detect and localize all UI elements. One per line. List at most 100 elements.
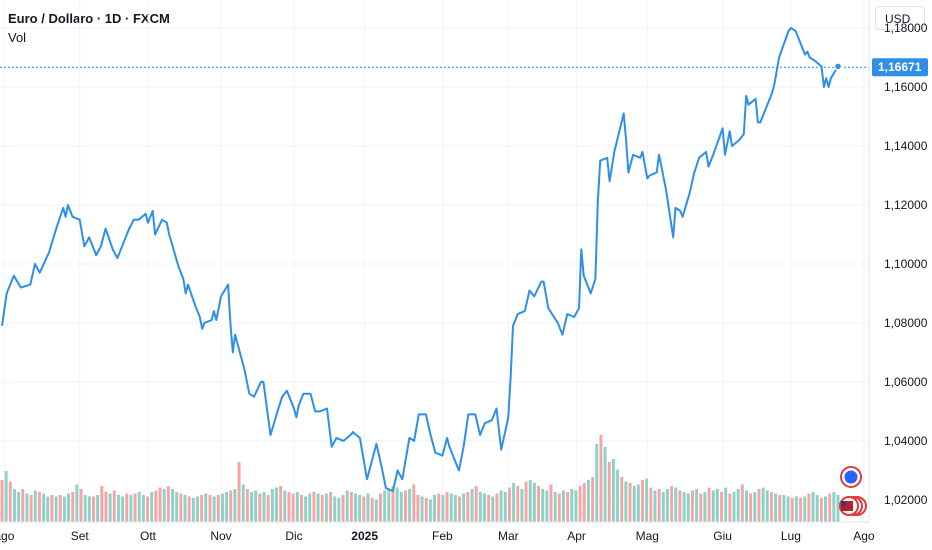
- volume-bar: [125, 493, 129, 522]
- volume-bar: [83, 495, 87, 522]
- volume-bar: [374, 499, 378, 522]
- volume-bar: [403, 490, 407, 522]
- volume-bar: [624, 481, 628, 522]
- volume-bar: [574, 490, 578, 522]
- volume-bar: [266, 495, 270, 522]
- price-axis[interactable]: 1,18000 1,16000 1,14000 1,12000 1,10000 1,080…: [884, 21, 928, 507]
- volume-bar: [212, 496, 216, 522]
- volume-bar: [832, 492, 836, 522]
- volume-bar: [150, 492, 154, 522]
- volume-bar: [453, 495, 457, 522]
- volume-bar: [470, 489, 474, 522]
- volume-bar: [75, 484, 79, 522]
- price-tick-label: 1,02000: [884, 493, 928, 507]
- volume-bar: [670, 486, 674, 522]
- volume-bar: [649, 487, 653, 522]
- price-tick-label: 1,14000: [884, 139, 928, 153]
- volume-bar: [541, 489, 545, 522]
- time-tick-label: Giu: [713, 529, 732, 543]
- volume-bar: [699, 493, 703, 522]
- volume-bar: [803, 496, 807, 522]
- volume-bar: [46, 496, 50, 522]
- volume-bar: [474, 486, 478, 522]
- volume-bar: [482, 493, 486, 522]
- volume-bar: [458, 496, 461, 522]
- time-tick-label: Mag: [636, 529, 659, 543]
- volume-bar: [324, 493, 328, 522]
- volume-bar: [166, 486, 170, 522]
- volume-bar: [478, 492, 482, 522]
- volume-bar: [137, 492, 141, 522]
- volume-bar: [50, 495, 54, 522]
- volume-indicator-label[interactable]: Vol: [8, 30, 27, 45]
- volume-bar: [308, 493, 312, 522]
- volume-bar: [420, 496, 424, 522]
- volume-bar: [641, 480, 644, 522]
- volume-bar: [154, 490, 158, 522]
- time-tick-label: Ago: [853, 529, 875, 543]
- volume-bar: [287, 492, 291, 522]
- volume-bar: [586, 480, 590, 522]
- symbol-title[interactable]: Euro / Dollaro · 1D · FXCM: [8, 11, 170, 26]
- volume-bar: [183, 495, 187, 522]
- time-axis[interactable]: ago Set Ott Nov Dic 2025 Feb Mar Apr Mag Giu Lug Ago: [0, 529, 875, 543]
- volume-bar: [92, 496, 95, 522]
- volume-bar: [661, 492, 665, 522]
- event-badge-core: [844, 470, 858, 484]
- volume-bar: [682, 492, 686, 522]
- volume-bar: [794, 496, 798, 522]
- volume-bar: [790, 498, 794, 522]
- volume-bar: [728, 493, 732, 522]
- volume-bar: [141, 495, 145, 522]
- time-tick-label: Feb: [432, 529, 453, 543]
- volume-bar: [603, 447, 607, 522]
- time-tick-label: 2025: [351, 529, 378, 543]
- volume-bar: [162, 489, 166, 522]
- last-price-label-text: 1,16671: [878, 60, 922, 74]
- time-tick-label: Nov: [210, 529, 231, 543]
- price-tick-label: 1,12000: [884, 198, 928, 212]
- volume-bar: [337, 498, 341, 522]
- volume-bar: [196, 496, 199, 522]
- time-tick-label: Apr: [567, 529, 586, 543]
- volume-bar: [424, 498, 428, 522]
- volume-bar: [628, 483, 632, 522]
- volume-bar: [799, 498, 803, 522]
- volume-bar: [225, 492, 229, 522]
- volume-bar: [591, 477, 595, 522]
- volume-bar: [599, 435, 603, 522]
- volume-bar: [557, 493, 561, 522]
- volume-bar: [674, 487, 678, 522]
- volume-bar: [254, 490, 258, 522]
- volume-bar: [516, 486, 520, 522]
- volume-bar: [29, 495, 33, 522]
- volume-bar: [462, 493, 466, 522]
- price-tick-label: 1,08000: [884, 316, 928, 330]
- volume-bar: [245, 489, 249, 522]
- volume-bar: [703, 492, 707, 522]
- volume-bar: [237, 462, 241, 522]
- volume-bar: [146, 496, 150, 522]
- volume-bar: [761, 487, 765, 522]
- volume-bar: [12, 489, 16, 522]
- volume-bar: [491, 496, 495, 522]
- volume-bar: [216, 495, 220, 522]
- volume-bar: [283, 490, 287, 522]
- volume-bar: [507, 487, 511, 522]
- volume-bar: [524, 481, 528, 522]
- volume-bar: [304, 496, 308, 522]
- chart-legend: Euro / Dollaro · 1D · FXCM Vol: [8, 9, 170, 47]
- volume-bar: [21, 489, 25, 522]
- volume-bar: [8, 481, 12, 522]
- volume-bar: [4, 471, 8, 522]
- time-tick-label: Mar: [498, 529, 519, 543]
- volume-bar: [391, 486, 395, 522]
- time-tick-label: Dic: [285, 529, 302, 543]
- volume-bar: [37, 492, 41, 522]
- currency-button[interactable]: USD: [875, 6, 925, 30]
- event-markers[interactable]: [839, 466, 867, 516]
- volume-bar: [595, 444, 599, 522]
- volume-bar: [715, 489, 719, 522]
- volume-bar: [607, 462, 611, 522]
